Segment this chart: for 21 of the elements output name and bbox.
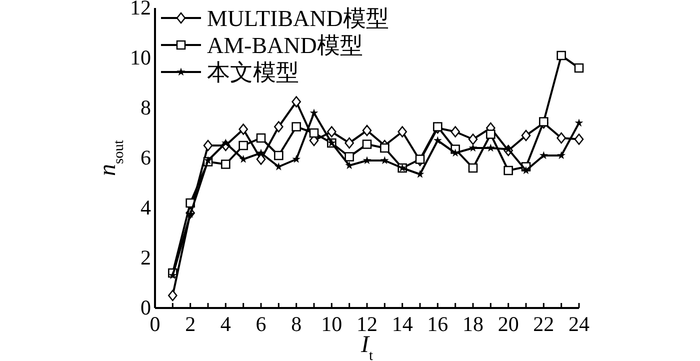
x-tick-label: 2 (185, 312, 196, 336)
x-tick-label: 18 (462, 312, 484, 336)
legend-label: MULTIBAND模型 (207, 6, 389, 31)
y-tick-label: 0 (140, 296, 151, 320)
legend-label: AM-BAND模型 (207, 33, 363, 58)
x-tick-label: 14 (392, 312, 414, 336)
y-tick-label: 12 (130, 0, 151, 20)
x-tick-label: 20 (498, 312, 519, 336)
x-tick-label: 6 (256, 312, 266, 336)
y-tick-label: 4 (140, 196, 152, 220)
y-tick-label: 8 (140, 96, 151, 120)
y-tick-label: 2 (140, 246, 151, 270)
y-tick-label: 6 (140, 146, 151, 170)
y-tick-label: 10 (130, 46, 151, 70)
legend-label: 本文模型 (207, 60, 299, 85)
x-tick-label: 22 (533, 312, 554, 336)
x-tick-label: 24 (568, 312, 590, 336)
x-tick-label: 16 (427, 312, 448, 336)
x-tick-label: 4 (220, 312, 232, 336)
x-tick-label: 8 (291, 312, 302, 336)
x-tick-label: 10 (321, 312, 342, 336)
